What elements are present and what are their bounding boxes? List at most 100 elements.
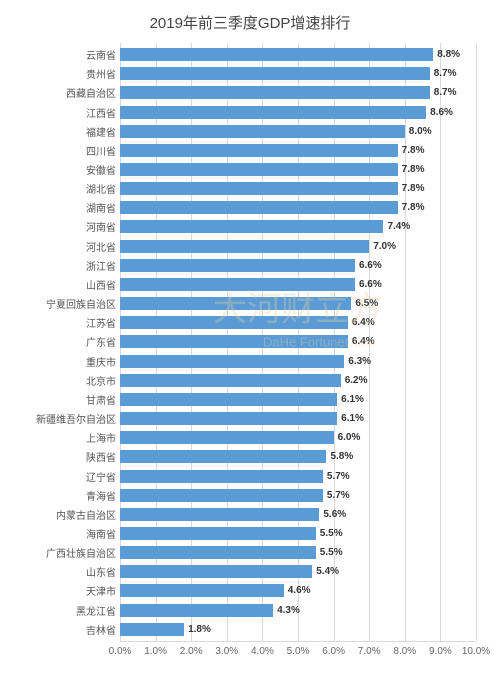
bar-row: 天津市4.6%	[120, 581, 476, 600]
category-label: 西藏自治区	[12, 85, 116, 100]
bar	[120, 86, 430, 99]
bar	[120, 412, 337, 425]
category-label: 新疆维吾尔自治区	[12, 411, 116, 426]
value-label: 6.4%	[352, 336, 375, 347]
bar-row: 安徽省7.8%	[120, 160, 476, 179]
bar	[120, 240, 369, 253]
gridline	[476, 43, 477, 641]
x-tick-label: 3.0%	[215, 646, 238, 657]
bar-row: 山西省6.6%	[120, 275, 476, 294]
x-tick-label: 10.0%	[462, 646, 490, 657]
category-label: 青海省	[12, 488, 116, 503]
category-label: 北京市	[12, 373, 116, 388]
bar	[120, 470, 323, 483]
value-label: 8.6%	[430, 107, 453, 118]
category-label: 广东省	[12, 334, 116, 349]
chart-title: 2019年前三季度GDP增速排行	[12, 12, 488, 33]
value-label: 5.5%	[320, 547, 343, 558]
x-tick-label: 4.0%	[251, 646, 274, 657]
category-label: 辽宁省	[12, 469, 116, 484]
bar-row: 新疆维吾尔自治区6.1%	[120, 409, 476, 428]
bar-row: 上海市6.0%	[120, 428, 476, 447]
bar	[120, 201, 398, 214]
bar	[120, 335, 348, 348]
bar	[120, 508, 319, 521]
value-label: 8.7%	[434, 68, 457, 79]
bar-row: 广东省6.4%	[120, 332, 476, 351]
bar-row: 重庆市6.3%	[120, 352, 476, 371]
x-tick-label: 2.0%	[180, 646, 203, 657]
value-label: 7.8%	[402, 145, 425, 156]
bar	[120, 67, 430, 80]
category-label: 天津市	[12, 583, 116, 598]
bar-row: 北京市6.2%	[120, 371, 476, 390]
bar-row: 河南省7.4%	[120, 217, 476, 236]
category-label: 重庆市	[12, 354, 116, 369]
bar-row: 山东省5.4%	[120, 562, 476, 581]
category-label: 江西省	[12, 105, 116, 120]
bar-row: 黑龙江省4.3%	[120, 601, 476, 620]
category-label: 海南省	[12, 526, 116, 541]
bar-row: 陕西省5.8%	[120, 447, 476, 466]
category-label: 黑龙江省	[12, 603, 116, 618]
value-label: 1.8%	[188, 624, 211, 635]
category-label: 贵州省	[12, 66, 116, 81]
value-label: 5.6%	[323, 509, 346, 520]
bar-row: 内蒙古自治区5.6%	[120, 505, 476, 524]
x-tick-label: 1.0%	[144, 646, 167, 657]
value-label: 7.0%	[373, 241, 396, 252]
bar	[120, 584, 284, 597]
value-label: 5.4%	[316, 566, 339, 577]
category-label: 福建省	[12, 124, 116, 139]
bar-row: 宁夏回族自治区6.5%	[120, 294, 476, 313]
bar	[120, 220, 383, 233]
bar	[120, 431, 334, 444]
x-tick-label: 5.0%	[287, 646, 310, 657]
category-label: 吉林省	[12, 622, 116, 637]
value-label: 5.5%	[320, 528, 343, 539]
x-tick-label: 6.0%	[322, 646, 345, 657]
value-label: 6.4%	[352, 317, 375, 328]
category-label: 河北省	[12, 239, 116, 254]
category-label: 湖南省	[12, 200, 116, 215]
category-label: 云南省	[12, 47, 116, 62]
category-label: 四川省	[12, 143, 116, 158]
bar-row: 吉林省1.8%	[120, 620, 476, 639]
plot-area: 云南省8.8%贵州省8.7%西藏自治区8.7%江西省8.6%福建省8.0%四川省…	[120, 43, 476, 641]
value-label: 6.6%	[359, 279, 382, 290]
category-label: 陕西省	[12, 449, 116, 464]
x-axis: 0.0%1.0%2.0%3.0%4.0%5.0%6.0%7.0%8.0%9.0%…	[120, 641, 476, 663]
value-label: 4.6%	[288, 585, 311, 596]
bar	[120, 450, 326, 463]
bar-row: 海南省5.5%	[120, 524, 476, 543]
bar-row: 贵州省8.7%	[120, 64, 476, 83]
category-label: 湖北省	[12, 181, 116, 196]
bar	[120, 546, 316, 559]
value-label: 7.8%	[402, 164, 425, 175]
chart-area: 云南省8.8%贵州省8.7%西藏自治区8.7%江西省8.6%福建省8.0%四川省…	[12, 43, 488, 663]
category-label: 河南省	[12, 219, 116, 234]
value-label: 8.7%	[434, 87, 457, 98]
bar-row: 浙江省6.6%	[120, 256, 476, 275]
bar-row: 辽宁省5.7%	[120, 466, 476, 485]
bar-row: 青海省5.7%	[120, 486, 476, 505]
value-label: 6.5%	[355, 298, 378, 309]
value-label: 6.1%	[341, 394, 364, 405]
value-label: 6.1%	[341, 413, 364, 424]
bar-row: 四川省7.8%	[120, 141, 476, 160]
x-tick-label: 7.0%	[358, 646, 381, 657]
bar	[120, 125, 405, 138]
category-label: 江苏省	[12, 315, 116, 330]
bar-row: 湖南省7.8%	[120, 198, 476, 217]
bar	[120, 278, 355, 291]
category-label: 山西省	[12, 277, 116, 292]
value-label: 8.0%	[409, 126, 432, 137]
category-label: 山东省	[12, 564, 116, 579]
value-label: 6.6%	[359, 260, 382, 271]
value-label: 6.2%	[345, 375, 368, 386]
bars-layer: 云南省8.8%贵州省8.7%西藏自治区8.7%江西省8.6%福建省8.0%四川省…	[120, 43, 476, 641]
bar-row: 云南省8.8%	[120, 45, 476, 64]
bar	[120, 374, 341, 387]
bar	[120, 163, 398, 176]
bar	[120, 316, 348, 329]
